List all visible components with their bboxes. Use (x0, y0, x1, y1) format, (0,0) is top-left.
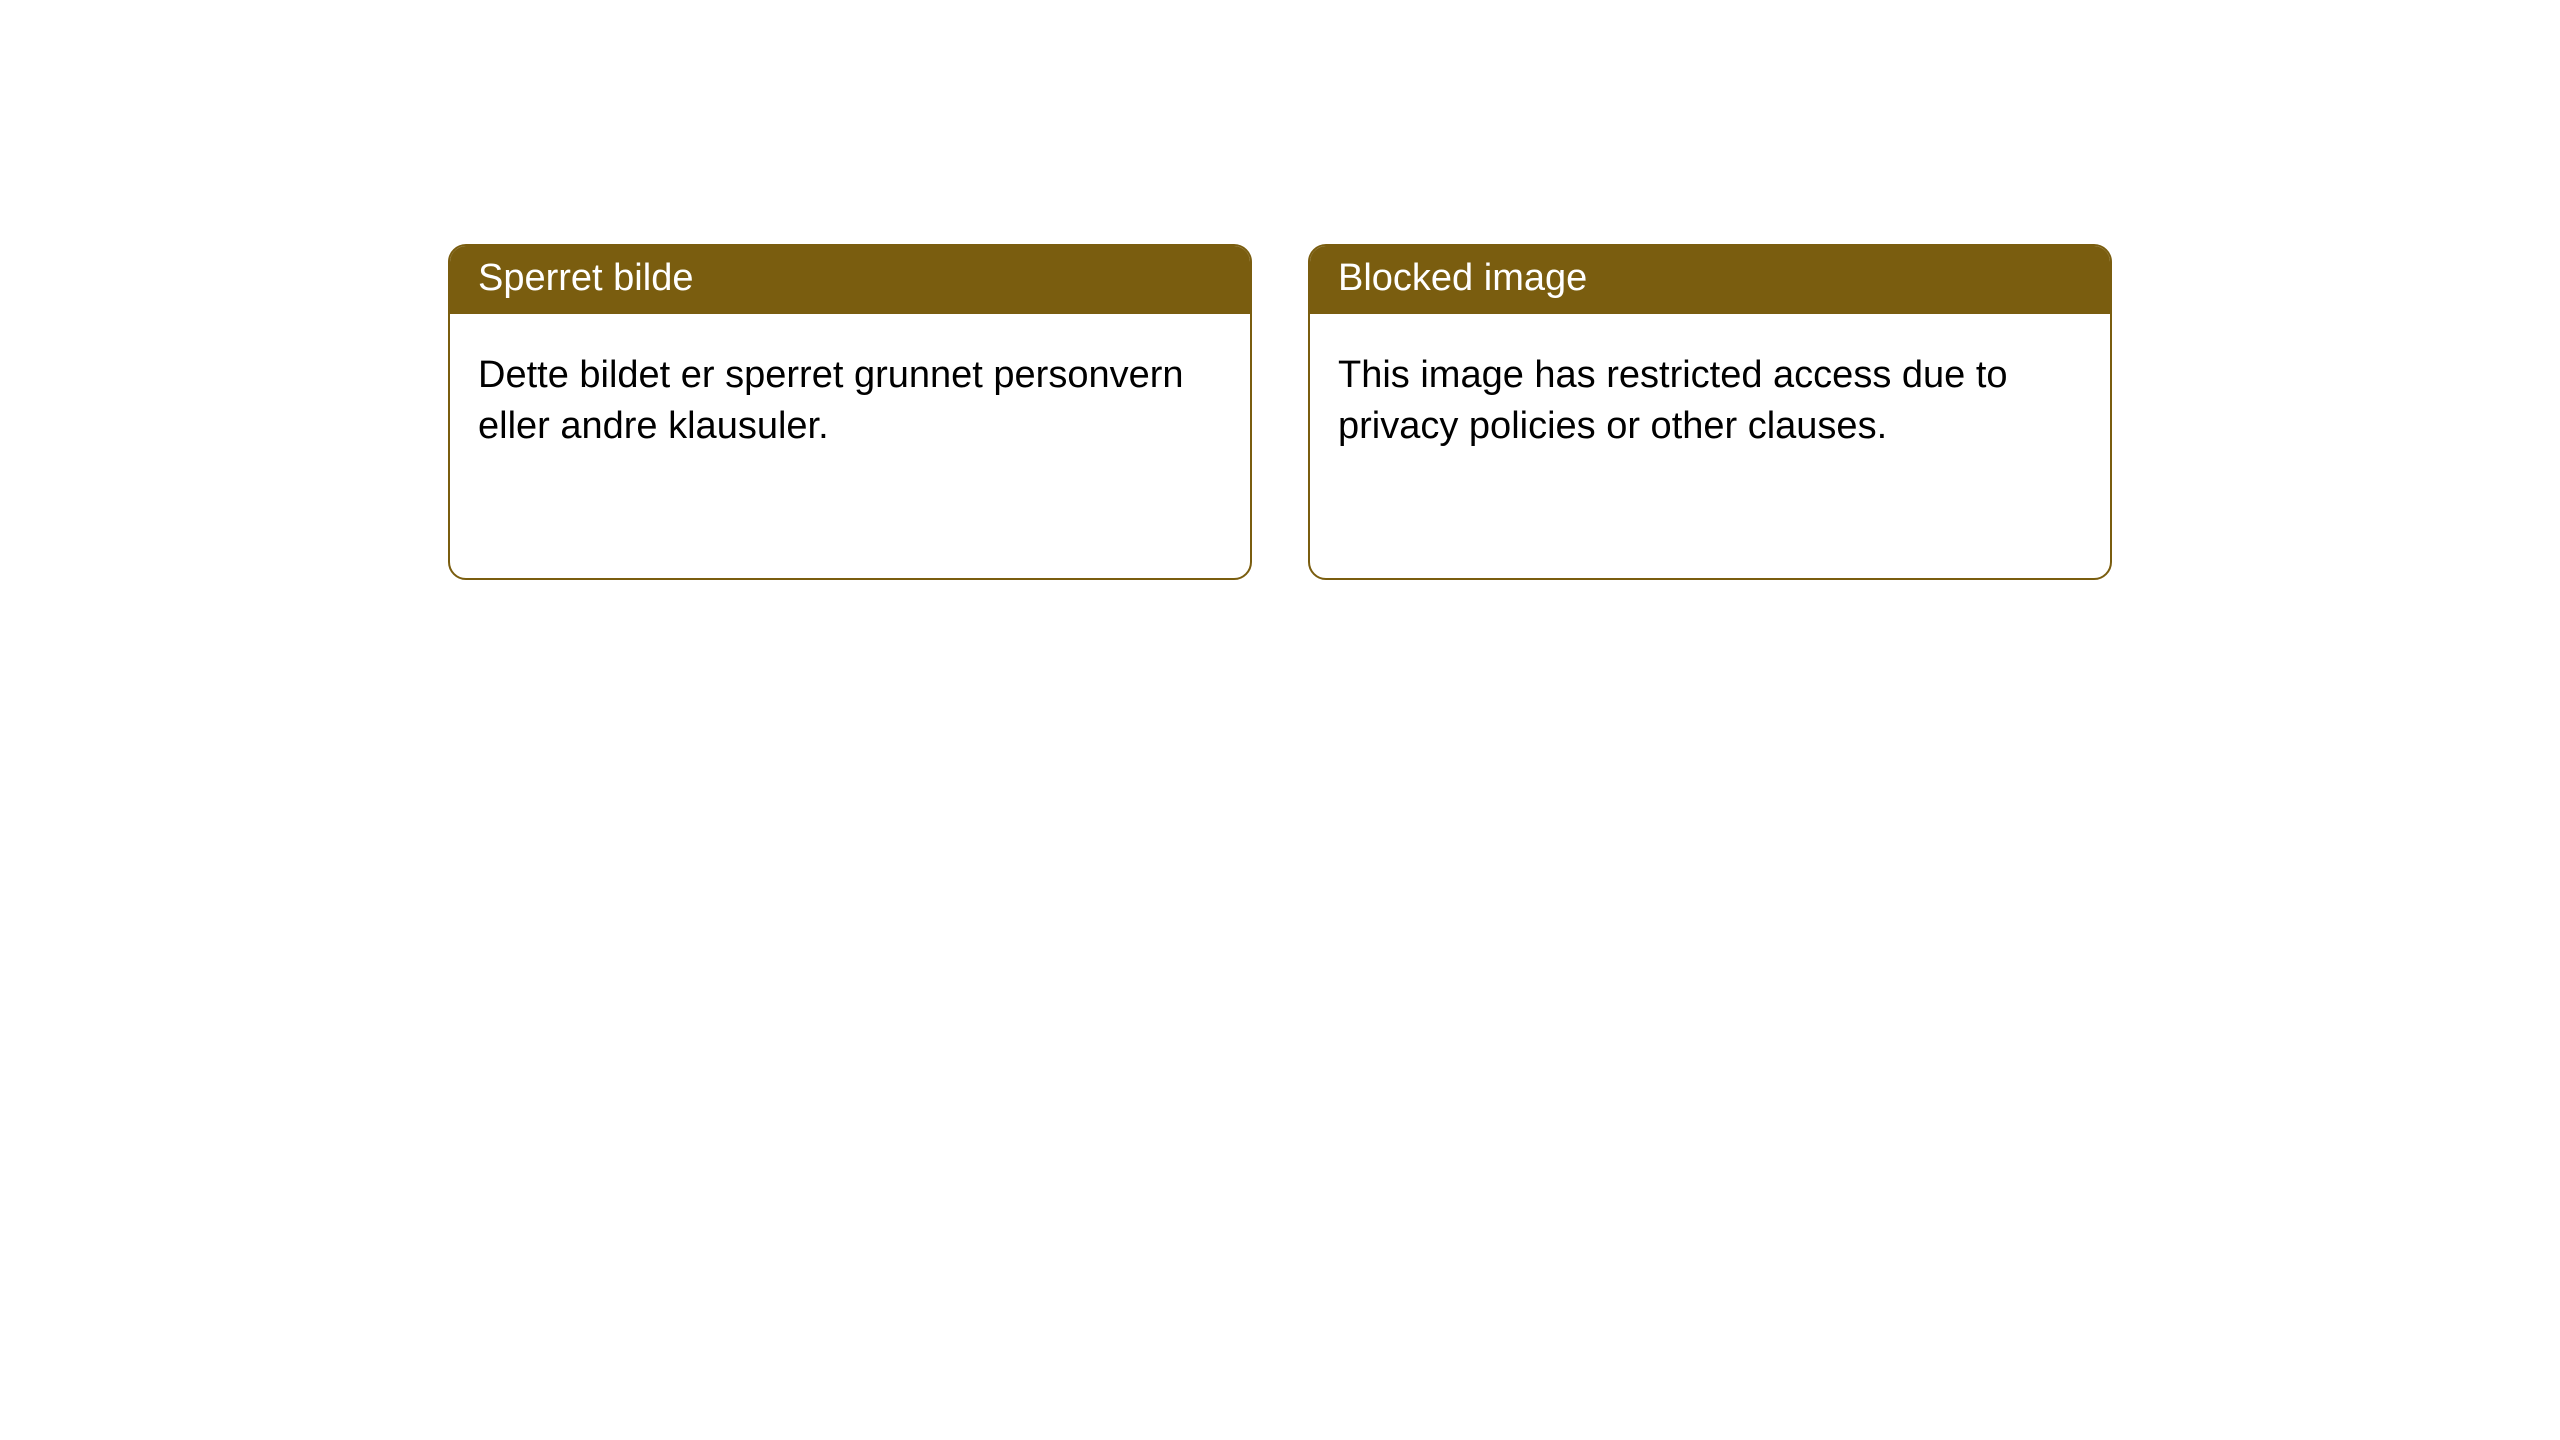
notice-card-norwegian: Sperret bilde Dette bildet er sperret gr… (448, 244, 1252, 580)
notice-container: Sperret bilde Dette bildet er sperret gr… (0, 0, 2560, 580)
notice-title-norwegian: Sperret bilde (450, 246, 1250, 314)
notice-body-english: This image has restricted access due to … (1310, 314, 2110, 481)
notice-card-english: Blocked image This image has restricted … (1308, 244, 2112, 580)
notice-body-norwegian: Dette bildet er sperret grunnet personve… (450, 314, 1250, 481)
notice-title-english: Blocked image (1310, 246, 2110, 314)
